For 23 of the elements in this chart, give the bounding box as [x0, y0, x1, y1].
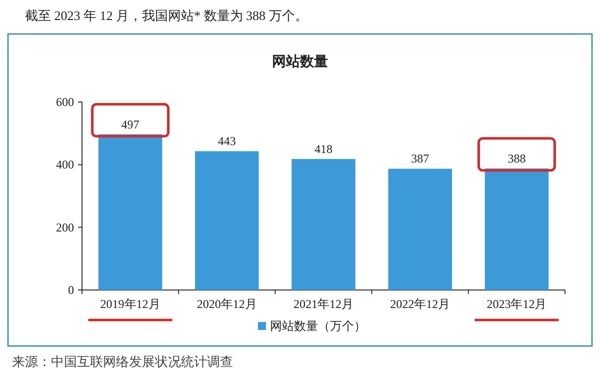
legend-label: 网站数量（万个）: [270, 319, 366, 333]
x-tick-label: 2021年12月: [294, 297, 354, 311]
x-tick-label: 2023年12月: [486, 297, 547, 311]
y-tick-label: 600: [56, 95, 74, 109]
y-tick-label: 400: [56, 158, 74, 172]
data-label: 387: [411, 152, 430, 166]
y-tick-label: 0: [68, 283, 74, 297]
bar: [292, 159, 356, 290]
text: 截至 2023 年 12 月，我国网站* 数量为 388 万个。: [25, 8, 308, 23]
bar: [98, 134, 162, 290]
y-tick-label: 200: [56, 220, 74, 234]
bar: [388, 168, 452, 290]
bar: [484, 168, 549, 290]
data-label: 497: [121, 117, 140, 132]
x-tick-label: 2020年12月: [196, 297, 257, 311]
source-note: 来源：中国互联网络发展状况统计调查: [12, 354, 233, 369]
data-label: 418: [314, 142, 332, 156]
x-tick-label: 2019年12月: [100, 297, 160, 311]
data-label: 388: [508, 151, 526, 166]
x-tick-label: 2022年12月: [390, 297, 450, 311]
bar: [195, 151, 259, 290]
data-label: 443: [218, 134, 236, 148]
chart-title: 网站数量: [272, 54, 328, 70]
